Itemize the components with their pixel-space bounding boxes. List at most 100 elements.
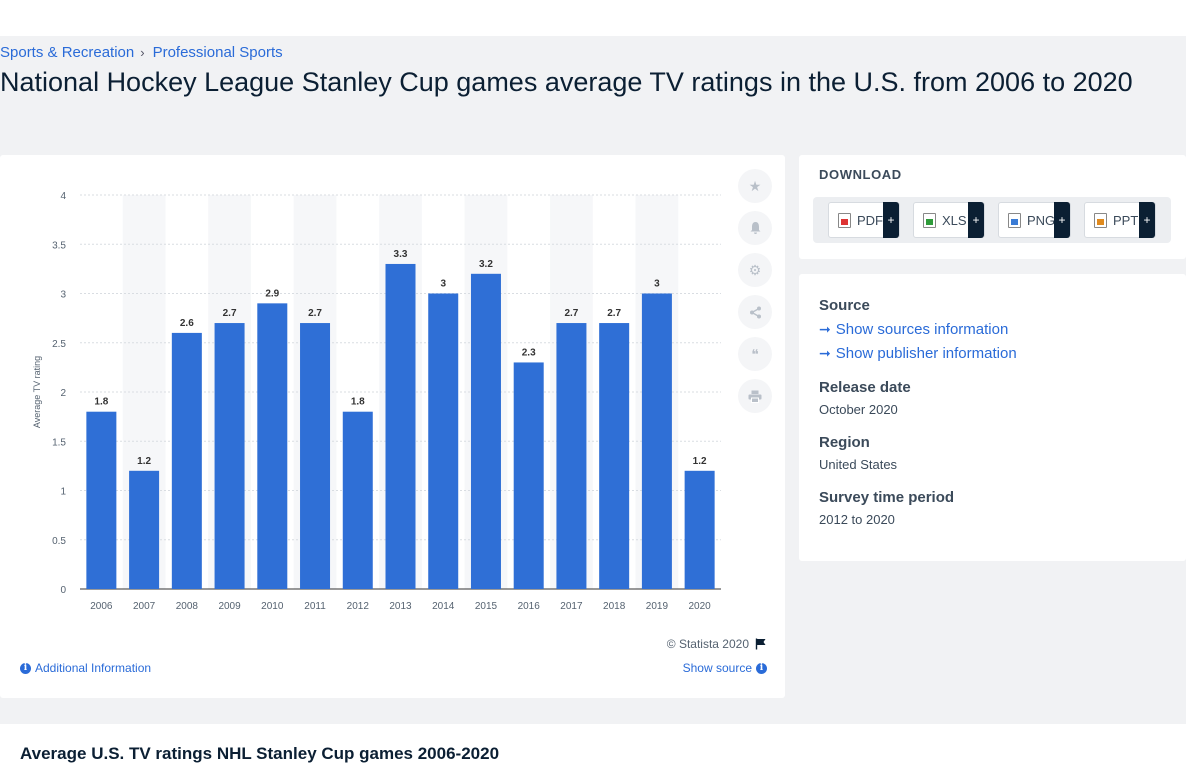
x-tick-label: 2011 bbox=[304, 601, 326, 612]
data-label: 2.7 bbox=[564, 308, 578, 319]
y-tick-label: 0 bbox=[60, 585, 66, 596]
y-tick-label: 1 bbox=[60, 487, 66, 498]
release-date-label: Release date bbox=[819, 379, 911, 396]
region-label: Region bbox=[819, 434, 870, 451]
chart-card: 0 0.5 1 1.5 2 2.5 3 3.5 4 Average TV rating 1.8 200… bbox=[0, 155, 785, 698]
breadcrumb-sports-recreation[interactable]: Sports & Recreation bbox=[0, 44, 135, 61]
breadcrumb: Sports & Recreation › Professional Sport… bbox=[0, 44, 283, 61]
y-tick-label: 4 bbox=[60, 191, 66, 202]
show-source-link[interactable]: Show source i bbox=[683, 661, 767, 675]
download-buttons: PDF + XLS + PNG + PPT + bbox=[813, 197, 1171, 243]
data-label: 2.3 bbox=[522, 347, 536, 358]
bar-2012 bbox=[342, 411, 373, 589]
y-tick-label: 3.5 bbox=[52, 240, 66, 251]
y-axis-title: Average TV rating bbox=[32, 356, 42, 428]
x-tick-label: 2018 bbox=[603, 601, 626, 612]
gear-icon[interactable]: ⚙ bbox=[738, 253, 772, 287]
credit-text: © Statista 2020 bbox=[666, 637, 749, 651]
pdf-file-icon bbox=[838, 212, 851, 228]
png-file-icon bbox=[1008, 212, 1021, 228]
bar-2014 bbox=[428, 293, 459, 589]
data-label: 1.2 bbox=[693, 456, 707, 467]
x-tick-label: 2006 bbox=[90, 601, 113, 612]
chart-toolbar: ★ ⚙ ❝ bbox=[738, 169, 772, 421]
data-label: 1.8 bbox=[94, 397, 108, 408]
star-icon[interactable]: ★ bbox=[738, 169, 772, 203]
show-sources-link[interactable]: ➞ Show sources information bbox=[819, 321, 1008, 338]
breadcrumb-professional-sports[interactable]: Professional Sports bbox=[152, 44, 283, 61]
bar-2010 bbox=[257, 303, 288, 589]
y-tick-label: 2.5 bbox=[52, 339, 66, 350]
data-label: 1.8 bbox=[351, 397, 365, 408]
download-pdf-button[interactable]: PDF + bbox=[828, 202, 900, 238]
survey-period-value: 2012 to 2020 bbox=[819, 512, 895, 527]
show-publisher-label: Show publisher information bbox=[835, 345, 1017, 362]
statista-credit[interactable]: © Statista 2020 bbox=[667, 637, 767, 651]
x-tick-label: 2016 bbox=[518, 601, 541, 612]
info-icon: i bbox=[756, 662, 767, 674]
show-publisher-link[interactable]: ➞ Show publisher information bbox=[819, 345, 1017, 362]
bar-chart: 0 0.5 1 1.5 2 2.5 3 3.5 4 Average TV rating 1.8 200… bbox=[32, 191, 721, 612]
plus-icon[interactable]: + bbox=[883, 202, 899, 238]
page-title: National Hockey League Stanley Cup games… bbox=[0, 67, 1133, 97]
flag-icon bbox=[755, 638, 766, 650]
data-label: 3.3 bbox=[394, 249, 408, 260]
related-statistic-title[interactable]: Average U.S. TV ratings NHL Stanley Cup … bbox=[20, 744, 500, 763]
x-tick-label: 2008 bbox=[176, 601, 199, 612]
x-tick-label: 2009 bbox=[218, 601, 241, 612]
bar-2007 bbox=[129, 470, 160, 589]
x-tick-label: 2012 bbox=[347, 601, 370, 612]
info-icon: i bbox=[20, 662, 31, 674]
show-sources-label: Show sources information bbox=[835, 321, 1009, 338]
print-icon[interactable] bbox=[738, 379, 772, 413]
bar-2017 bbox=[556, 323, 587, 589]
y-tick-label: 0.5 bbox=[52, 536, 66, 547]
ppt-file-icon bbox=[1094, 212, 1107, 228]
top-bar bbox=[0, 0, 1186, 36]
data-label: 2.7 bbox=[607, 308, 621, 319]
chevron-right-icon: › bbox=[140, 45, 145, 60]
bar-2019 bbox=[641, 293, 672, 589]
plus-icon[interactable]: + bbox=[1139, 202, 1155, 238]
x-tick-label: 2010 bbox=[261, 601, 284, 612]
download-xls-button[interactable]: XLS + bbox=[913, 202, 985, 238]
xls-file-icon bbox=[923, 212, 936, 228]
data-label: 2.9 bbox=[265, 288, 279, 299]
survey-period-label: Survey time period bbox=[819, 489, 955, 506]
bar-2011 bbox=[300, 323, 331, 589]
download-ppt-button[interactable]: PPT + bbox=[1084, 202, 1156, 238]
download-card: DOWNLOAD PDF + XLS + PNG + PPT + bbox=[799, 155, 1186, 259]
quote-icon[interactable]: ❝ bbox=[738, 337, 772, 371]
bar-2009 bbox=[214, 323, 245, 589]
source-label: Source bbox=[819, 297, 870, 314]
arrow-right-icon: ➞ bbox=[819, 345, 831, 361]
y-tick-label: 3 bbox=[60, 290, 66, 301]
region-value: United States bbox=[819, 457, 898, 472]
data-label: 2.7 bbox=[223, 308, 237, 319]
download-png-button[interactable]: PNG + bbox=[998, 202, 1071, 238]
bell-icon[interactable] bbox=[738, 211, 772, 245]
png-label: PNG bbox=[1027, 212, 1056, 228]
bar-2015 bbox=[470, 273, 501, 589]
x-tick-label: 2014 bbox=[432, 601, 455, 612]
x-tick-label: 2013 bbox=[389, 601, 412, 612]
y-tick-label: 1.5 bbox=[52, 437, 66, 448]
download-heading: DOWNLOAD bbox=[819, 167, 902, 182]
additional-information-link[interactable]: i Additional Information bbox=[20, 661, 151, 675]
x-tick-label: 2007 bbox=[133, 601, 156, 612]
x-tick-label: 2017 bbox=[560, 601, 583, 612]
x-tick-label: 2015 bbox=[475, 601, 498, 612]
data-label: 3.2 bbox=[479, 259, 493, 270]
data-label: 3 bbox=[654, 279, 660, 290]
x-tick-label: 2020 bbox=[689, 601, 712, 612]
plus-icon[interactable]: + bbox=[968, 202, 984, 238]
bar-2013 bbox=[385, 263, 416, 589]
x-tick-label: 2019 bbox=[646, 601, 669, 612]
bar-2008 bbox=[171, 332, 202, 589]
share-icon[interactable] bbox=[738, 295, 772, 329]
data-label: 3 bbox=[440, 279, 446, 290]
additional-information-label: Additional Information bbox=[35, 661, 152, 675]
y-tick-label: 2 bbox=[60, 388, 66, 399]
xls-label: XLS bbox=[942, 212, 967, 228]
plus-icon[interactable]: + bbox=[1054, 202, 1070, 238]
